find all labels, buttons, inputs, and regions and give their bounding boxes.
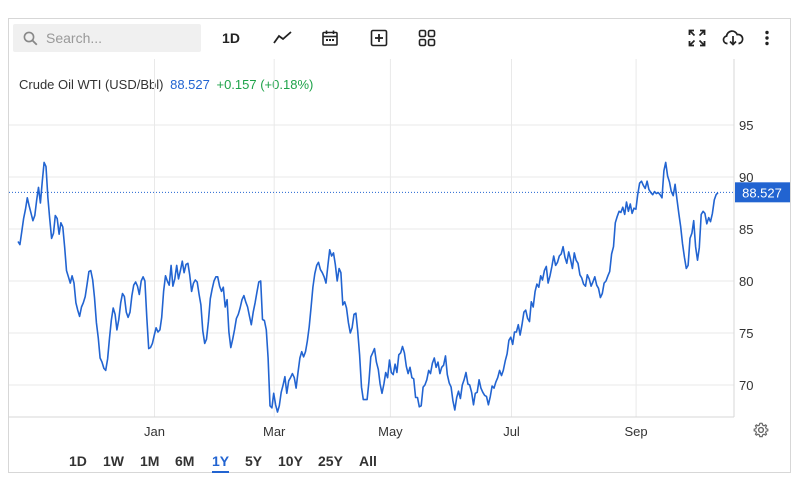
layout-button[interactable] [413,25,441,51]
range-1d[interactable]: 1D [69,453,87,469]
price-series-line [17,161,719,413]
price-change: +0.157 (+0.18%) [216,77,314,92]
y-tick-label: 90 [739,170,753,185]
y-tick-label: 85 [739,222,753,237]
layout-grid-icon [418,29,436,47]
y-tick-label: 95 [739,118,753,133]
chart-widget: 1D [8,18,791,473]
x-tick-label: Jul [503,424,520,439]
search-input[interactable] [44,29,198,47]
range-6m[interactable]: 6M [175,453,195,469]
chart-header: Crude Oil WTI (USD/Bbl) 88.527 +0.157 (+… [19,77,316,92]
add-indicator-icon [370,29,388,47]
range-1w[interactable]: 1W [103,453,124,469]
price-chart[interactable]: 70 75 80 85 90 95 Jan Mar May Jul Sep 88.527 [9,59,790,451]
calendar-icon [322,30,338,46]
chart-type-button[interactable] [269,25,297,51]
add-indicator-button[interactable] [365,25,393,51]
y-tick-label: 80 [739,274,753,289]
toolbar: 1D [9,19,790,59]
x-tick-label: May [378,424,403,439]
x-tick-label: Mar [263,424,286,439]
x-tick-label: Sep [625,424,648,439]
chart-settings-button[interactable] [753,422,769,443]
gear-icon [753,422,769,438]
last-price-tag [735,182,790,203]
y-tick-label: 70 [739,378,753,393]
line-chart-icon [273,31,292,44]
search-icon [23,31,38,45]
fullscreen-icon [688,29,706,47]
more-icon [765,30,769,46]
download-button[interactable] [719,25,747,51]
more-options-button[interactable] [757,25,777,51]
x-tick-label: Jan [144,424,165,439]
range-selector: 1D 1W 1M 6M 1Y 5Y 10Y 25Y All [9,449,790,473]
last-price: 88.527 [170,77,210,92]
download-icon [722,30,744,46]
range-25y[interactable]: 25Y [318,453,343,469]
range-1y[interactable]: 1Y [212,453,230,469]
fullscreen-button[interactable] [683,25,711,51]
instrument-name: Crude Oil WTI (USD/Bbl) [19,77,164,92]
range-10y[interactable]: 10Y [278,453,303,469]
range-5y[interactable]: 5Y [245,453,263,469]
range-1m[interactable]: 1M [140,453,160,469]
search-box[interactable] [13,24,201,52]
range-all[interactable]: All [359,453,377,469]
date-range-button[interactable] [316,25,344,51]
interval-button[interactable]: 1D [222,30,240,46]
last-price-tag-label: 88.527 [742,185,782,200]
active-range-indicator [212,471,230,473]
y-tick-label: 75 [739,326,753,341]
